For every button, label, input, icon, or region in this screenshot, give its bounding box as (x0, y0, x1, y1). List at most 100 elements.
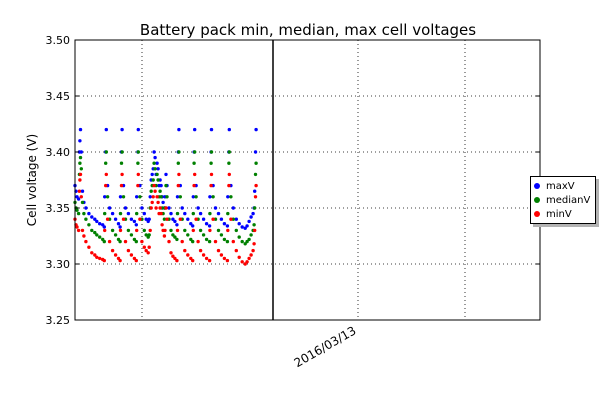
data-point-maxV (95, 219, 99, 224)
data-point-maxV (118, 225, 122, 229)
data-point-medianV (175, 211, 180, 216)
data-point-maxV (78, 127, 83, 132)
data-point-minV (243, 262, 247, 266)
data-point-minV (158, 206, 162, 210)
data-point-medianV (152, 161, 156, 165)
data-point-maxV (142, 211, 146, 216)
data-point-minV (79, 195, 84, 199)
data-point-maxV (186, 217, 190, 221)
data-point-maxV (156, 167, 160, 171)
data-point-maxV (237, 222, 241, 226)
data-point-medianV (173, 235, 177, 239)
data-point-minV (253, 195, 258, 199)
data-point-medianV (245, 239, 249, 244)
data-point-medianV (119, 161, 124, 165)
data-point-medianV (80, 200, 85, 205)
data-point-medianV (113, 233, 118, 237)
data-point-minV (118, 258, 122, 263)
data-point-maxV (153, 155, 157, 160)
data-point-medianV (198, 228, 203, 233)
x-tick-label: 2016/03/13 (292, 323, 359, 370)
data-point-medianV (240, 239, 244, 244)
data-point-medianV (142, 228, 146, 233)
data-point-medianV (149, 189, 153, 193)
data-point-medianV (158, 189, 162, 193)
data-point-minV (198, 248, 203, 253)
data-point-minV (144, 248, 148, 253)
data-point-minV (90, 251, 94, 255)
data-point-maxV (201, 217, 206, 221)
data-point-medianV (237, 235, 241, 239)
y-tick-label: 3.30 (46, 258, 71, 271)
data-point-maxV (129, 217, 134, 221)
data-point-minV (193, 172, 197, 177)
data-point-minV (180, 239, 184, 244)
data-point-minV (251, 248, 255, 253)
data-point-medianV (136, 150, 140, 154)
data-point-medianV (129, 233, 134, 237)
data-point-medianV (222, 237, 227, 242)
legend-label: maxV (546, 180, 575, 192)
data-point-maxV (222, 222, 227, 226)
data-point-medianV (219, 233, 224, 237)
data-point-maxV (155, 161, 159, 165)
data-point-minV (226, 228, 230, 233)
plot-frame (74, 39, 541, 321)
data-point-medianV (216, 228, 221, 233)
data-point-maxV (98, 222, 102, 226)
data-point-minV (219, 253, 224, 257)
data-point-maxV (126, 211, 131, 216)
data-point-minV (178, 217, 182, 221)
data-point-medianV (159, 195, 163, 199)
data-point-maxV (159, 183, 163, 188)
data-point-medianV (105, 195, 110, 199)
data-point-maxV (231, 206, 235, 210)
data-point-maxV (219, 217, 224, 221)
data-point-medianV (98, 235, 102, 239)
data-point-maxV (110, 211, 115, 216)
data-point-maxV (123, 206, 128, 210)
legend-item-maxV: maxV (533, 179, 575, 193)
data-point-minV (252, 242, 256, 246)
data-point-medianV (138, 195, 142, 199)
data-point-medianV (126, 228, 131, 233)
data-point-maxV (135, 195, 139, 199)
data-point-maxV (227, 127, 231, 132)
data-point-minV (147, 245, 151, 249)
data-point-medianV (121, 195, 126, 199)
data-point-minV (165, 217, 169, 221)
data-point-minV (160, 223, 164, 227)
data-point-maxV (136, 127, 140, 132)
data-point-maxV (161, 200, 165, 205)
data-point-medianV (135, 211, 139, 216)
data-point-minV (156, 200, 160, 205)
data-point-minV (136, 183, 140, 188)
data-point-minV (84, 239, 88, 244)
data-point-medianV (243, 242, 247, 246)
data-point-minV (194, 217, 198, 221)
data-point-maxV (87, 211, 91, 216)
data-point-maxV (175, 223, 179, 227)
data-point-maxV (253, 150, 258, 154)
data-point-minV (152, 183, 156, 188)
data-point-maxV (209, 127, 214, 132)
data-point-medianV (110, 228, 115, 233)
data-point-minV (175, 228, 180, 233)
data-point-medianV (191, 239, 195, 244)
data-point-minV (80, 228, 85, 233)
data-point-medianV (253, 206, 257, 210)
data-point-minV (227, 183, 231, 188)
data-point-maxV (234, 217, 238, 221)
data-point-minV (120, 172, 124, 177)
data-point-maxV (171, 217, 175, 221)
data-points (73, 127, 258, 266)
data-point-medianV (191, 211, 195, 216)
data-point-maxV (196, 206, 200, 210)
data-point-minV (107, 239, 112, 244)
data-point-maxV (150, 172, 154, 177)
data-point-minV (167, 239, 171, 244)
data-point-medianV (144, 233, 148, 237)
data-point-maxV (216, 211, 221, 216)
data-point-minV (154, 206, 158, 210)
data-point-medianV (213, 217, 218, 221)
